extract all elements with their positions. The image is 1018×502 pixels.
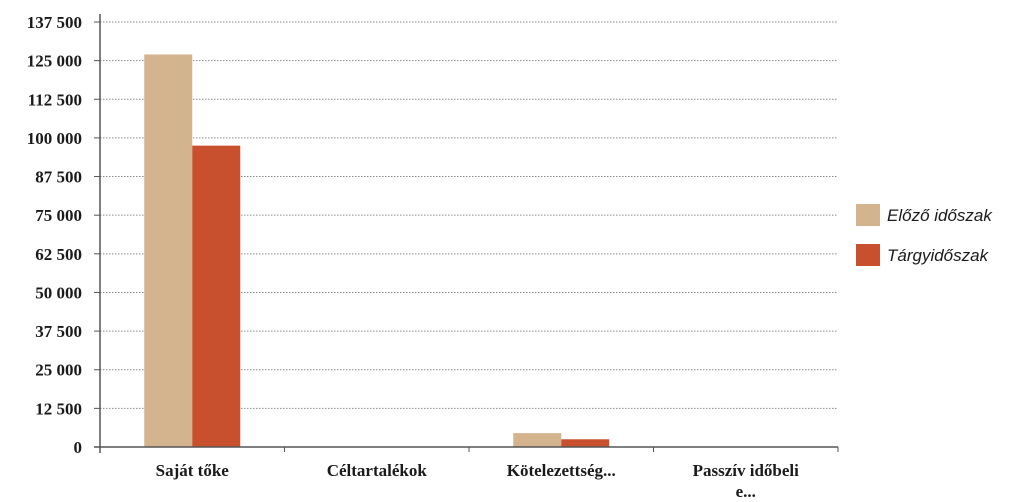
y-tick-label: 62 500 [35,245,82,264]
y-tick-label: 125 000 [27,52,82,71]
bar [144,54,193,448]
y-tick-label: 100 000 [27,129,82,148]
y-tick-label: 37 500 [35,322,82,341]
y-tick-label: 137 500 [27,13,82,32]
y-tick-labels: 0 12 500 25 000 37 500 50 000 62 500 75 000 87 … [27,13,82,457]
category-labels: Saját tőke Céltartalékok Kötelezettség... P… [156,461,800,501]
y-tick-label: 75 000 [35,206,82,225]
legend-label: Előző időszak [887,206,993,225]
y-tick-label: 112 500 [28,90,82,109]
bar [561,439,610,447]
legend-swatch [856,204,880,226]
bar [192,145,241,448]
y-tick-label: 87 500 [35,168,82,187]
legend-label: Tárgyidőszak [887,246,990,265]
legend: Előző időszak Tárgyidőszak [856,204,993,266]
y-tick-label: 0 [74,438,83,457]
bars [144,54,839,452]
category-label: Kötelezettség... [507,461,616,480]
y-tick-label: 25 000 [35,361,82,380]
category-label: Céltartalékok [327,461,428,480]
y-tick-label: 12 500 [35,399,82,418]
category-label: Passzív időbeli e... [693,461,800,501]
y-tick-label: 50 000 [35,283,82,302]
bar [513,433,562,447]
legend-swatch [856,244,880,266]
category-label: Saját tőke [156,461,230,480]
